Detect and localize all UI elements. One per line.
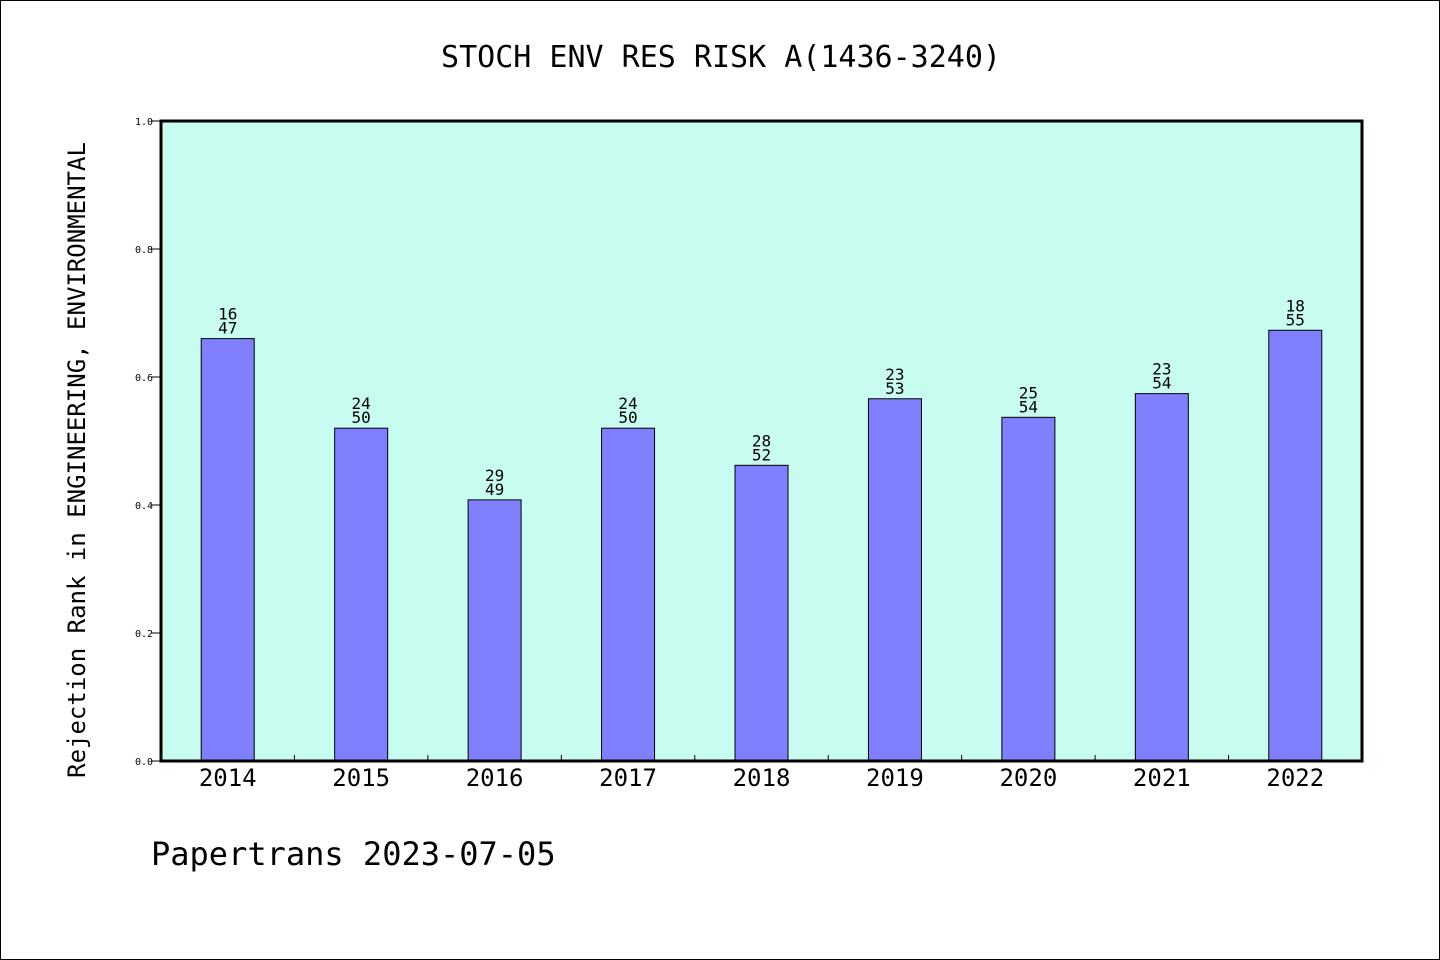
x-tick-label: 2014 [199,764,257,792]
bar-2018 [734,464,789,762]
bar-label-top: 25 [1019,383,1038,402]
bar-label-top: 28 [752,431,771,450]
bar-label-bottom: 50 [618,408,637,427]
bar-label-top: 24 [352,394,371,413]
y-axis: 0.0 0.2 0.4 0.6 0.8 1.0 [135,117,161,768]
bar-label-bottom: 50 [352,408,371,427]
x-tick-label: 2021 [1133,764,1191,792]
bar-label-top: 24 [618,394,637,413]
bar-label-bottom: 47 [218,319,237,338]
y-tick-label: 0.8 [135,245,153,256]
bar-label-bottom: 49 [485,480,504,499]
y-tick-label: 0.2 [135,629,153,640]
bar-label-bottom: 54 [1019,397,1038,416]
bar-label-top: 18 [1286,296,1305,315]
bar-label-bottom: 53 [885,379,904,398]
bar-label-top: 23 [1152,360,1171,379]
y-tick-label: 0.4 [135,501,153,512]
bar-label-bottom: 52 [752,445,771,464]
x-tick-label: 2016 [466,764,524,792]
x-tick-label: 2019 [866,764,924,792]
chart-title: STOCH ENV RES RISK A(1436-3240) [441,40,1001,75]
y-tick-label: 0.6 [135,373,153,384]
bar-label-bottom: 54 [1152,374,1171,393]
bar-2016 [467,499,522,762]
bar-2022 [1268,329,1323,762]
bar-2015 [334,427,389,762]
bar-2017 [601,427,656,762]
y-axis-label: Rejection Rank in ENGINEERING, ENVIRONME… [63,142,91,778]
y-tick-label: 0.0 [135,757,153,768]
footer-text: Papertrans 2023-07-05 [151,835,556,873]
bar-2020 [1001,416,1056,762]
bar-label-top: 16 [218,305,237,324]
plot-area [159,119,1364,763]
y-tick-label: 1.0 [135,117,153,128]
x-tick-label: 2018 [733,764,791,792]
x-tick-label: 2020 [999,764,1057,792]
bar-series [200,329,1323,762]
bar-label-top: 23 [885,365,904,384]
x-tick-label: 2022 [1266,764,1324,792]
x-tick-label: 2017 [599,764,657,792]
bar-2021 [1134,393,1189,762]
x-tick-label: 2015 [332,764,390,792]
x-axis: 2014 2015 2016 2017 2018 2019 2020 2021 2022 [199,755,1324,792]
bar-label-top: 29 [485,466,504,485]
bar-2014 [200,338,255,762]
bar-2019 [867,398,922,762]
bar-label-bottom: 55 [1286,310,1305,329]
